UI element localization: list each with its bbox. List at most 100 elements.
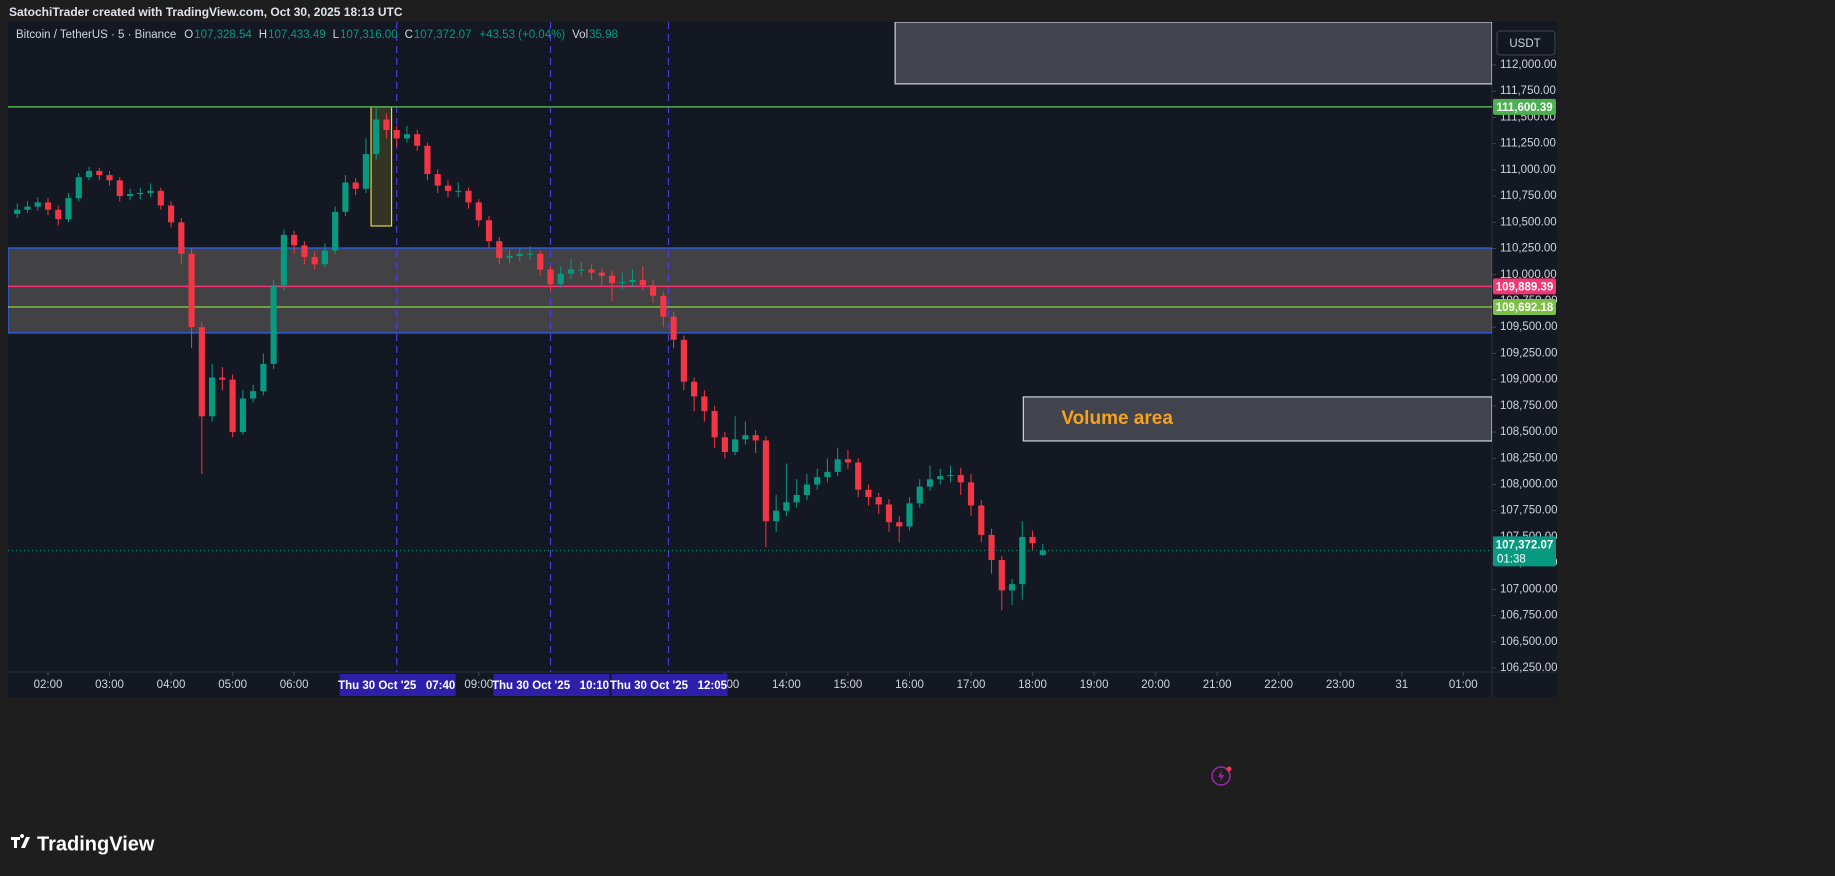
x-tick-label: 21:00 (1203, 679, 1232, 691)
y-tick-label: 107,750.00 (1500, 505, 1558, 517)
candle-body (434, 174, 441, 186)
level-label: 109,692.18 (1496, 302, 1554, 314)
candle-body (239, 398, 246, 433)
candle-body (865, 489, 872, 498)
candle-body (106, 175, 113, 181)
legend-value: 107,316.00 (340, 29, 398, 41)
candle-body (373, 119, 380, 155)
candle-body (844, 459, 852, 463)
x-tick-label: 22:00 (1264, 679, 1293, 691)
x-tick-label: 01:00 (1449, 679, 1478, 691)
alert-icon[interactable] (1211, 766, 1232, 786)
zone (1022, 396, 1492, 442)
candle-body (752, 435, 759, 441)
candle-body (424, 145, 431, 175)
zone-label: Volume area (1061, 408, 1173, 429)
candle-body (137, 192, 144, 194)
candle-body (506, 255, 513, 258)
plot: Volume area (8, 22, 1492, 672)
candle-body (906, 503, 913, 527)
candle-body (619, 282, 626, 284)
x-tick-label: 05:00 (218, 679, 247, 691)
x-tick-label: 15:00 (834, 679, 863, 691)
x-tick-label: 31 (1395, 679, 1408, 691)
candle-body (414, 134, 421, 146)
candle-body (608, 275, 616, 284)
y-tick-label: 109,250.00 (1500, 347, 1558, 359)
x-tick-label: 03:00 (95, 679, 124, 691)
y-tick-label: 111,000.00 (1500, 164, 1556, 176)
y-tick-label: 109,500.00 (1500, 321, 1558, 333)
legend-value: 107,433.49 (268, 29, 326, 41)
legend-value: 107,372.07 (414, 29, 472, 41)
candle-body (34, 202, 41, 207)
candle-body (75, 177, 82, 199)
candle-body (691, 381, 698, 397)
last-price-label: 107,372.07 (1496, 539, 1554, 551)
candle-body (650, 285, 657, 296)
candle-body (701, 396, 708, 412)
brand: TradingView (37, 833, 155, 855)
candle-body (855, 462, 862, 490)
zone (894, 22, 1492, 85)
x-tick-label: 09:00 (464, 679, 493, 691)
chart-area (8, 22, 1557, 697)
logo: TradingView (11, 833, 155, 855)
candle-body (547, 269, 554, 285)
legend-value: +43.53 (+0.04%) (479, 29, 565, 41)
legend-key: C (405, 29, 413, 41)
candle-body (455, 190, 462, 192)
candle-body (362, 154, 370, 189)
x-tick-label: 17:00 (957, 679, 986, 691)
y-tick-label: 106,750.00 (1500, 610, 1558, 622)
candle-body (260, 363, 267, 392)
candle-body (742, 435, 749, 440)
candle-body (526, 253, 534, 255)
y-tick-label: 110,750.00 (1500, 190, 1557, 202)
credit: SatochiTrader created with TradingView.c… (9, 5, 403, 19)
candle-body (403, 134, 411, 139)
candle-body (147, 190, 154, 193)
candle-body (465, 190, 472, 203)
candle-body (126, 193, 134, 197)
x-tick-label: 02:00 (34, 679, 63, 691)
candle-body (14, 209, 21, 214)
candle-body (393, 130, 400, 139)
candle-body (116, 180, 123, 197)
candle-body (721, 437, 728, 452)
x-tick-label: 20:00 (1141, 679, 1170, 691)
candle-body (567, 269, 575, 274)
y-tick-label: 110,500.00 (1500, 216, 1557, 228)
countdown: 01:38 (1497, 553, 1526, 565)
candle-body (96, 170, 103, 176)
currency-button[interactable] (1496, 30, 1556, 56)
candle-body (291, 234, 298, 246)
candle-body (660, 295, 667, 317)
x-tick-label: 23:00 (1326, 679, 1355, 691)
marker-label: Thu 30 Oct '25 10:10 (492, 680, 609, 692)
candle-body (1019, 536, 1026, 585)
legend-key: O (184, 29, 193, 41)
y-tick-label: 107,000.00 (1500, 583, 1558, 595)
y-tick-label: 106,250.00 (1500, 662, 1558, 674)
candle-body (321, 250, 328, 265)
y-tick-label: 112,000.00 (1500, 59, 1557, 71)
y-tick-label: 110,000.00 (1500, 269, 1557, 281)
x-tick-label: 06:00 (280, 679, 309, 691)
candle-body (947, 475, 954, 477)
y-tick-label: 109,000.00 (1500, 374, 1558, 386)
candle-body (834, 459, 841, 472)
candle-body (188, 253, 195, 328)
legend-key: H (259, 29, 267, 41)
candle-body (639, 279, 646, 286)
candle-body (44, 202, 52, 210)
overlay: Bitcoin / TetherUS · 5 · Binance O 107,328… (16, 29, 1558, 696)
candle-body (773, 510, 780, 522)
level-label: 111,600.39 (1496, 102, 1552, 114)
marker-badge (611, 674, 728, 696)
marker-label: Thu 30 Oct '25 07:40 (338, 680, 455, 692)
candle-body (167, 205, 175, 223)
candle-body (24, 206, 31, 210)
candle-body (957, 475, 964, 483)
candle-body (557, 273, 564, 285)
